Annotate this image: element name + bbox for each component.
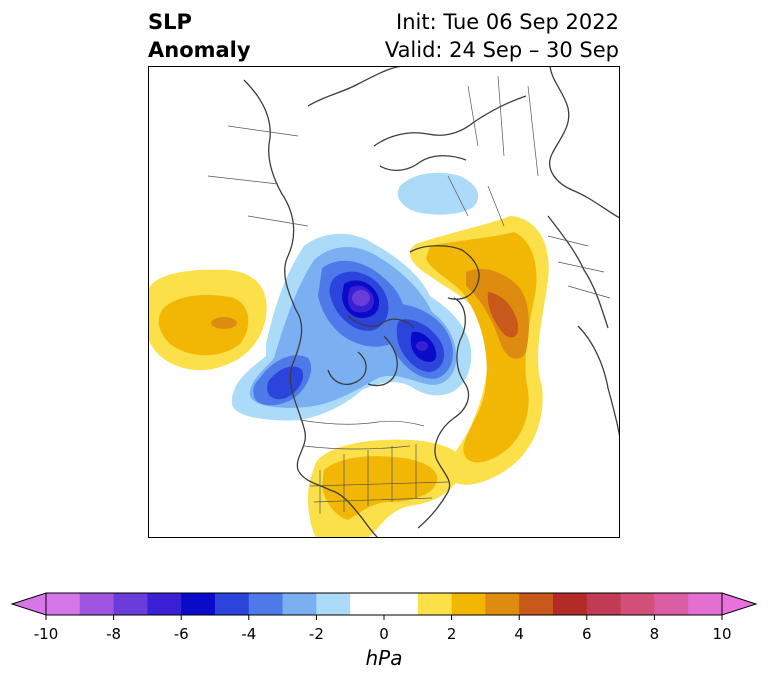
colorbar-bin (519, 593, 554, 615)
valid-range: Valid: 24 Sep – 30 Sep (384, 38, 619, 62)
map-border (148, 66, 620, 538)
colorbar-tick-label: 0 (379, 625, 389, 643)
colorbar-bin (282, 593, 317, 615)
colorbar-tick-label: -4 (241, 625, 256, 643)
colorbar-bin (350, 593, 419, 615)
colorbar-tick-label: 8 (650, 625, 660, 643)
map-title: SLP Anomaly (148, 8, 251, 64)
colorbar-tick-label: -2 (309, 625, 324, 643)
colorbar-bin (79, 593, 114, 615)
colorbar-extend-min (10, 592, 47, 616)
coastlines (243, 66, 620, 538)
colorbar-unit-label: hPa (365, 646, 403, 670)
colorbar-tick-label: 4 (514, 625, 524, 643)
colorbar: -10 -8 -6 -4 -2 0 2 4 6 8 10 (10, 592, 758, 643)
anomaly-low-kara (397, 172, 479, 215)
colorbar-tick-label: 6 (582, 625, 592, 643)
colorbar-bin (46, 593, 81, 615)
anomaly-high-atlantic (409, 216, 549, 485)
colorbar-tick-label: 10 (712, 625, 731, 643)
colorbar-bin (316, 593, 351, 615)
colorbar-tick-label: -10 (34, 625, 59, 643)
title-line-1: SLP (148, 10, 192, 34)
anomaly-high-pacific (148, 269, 267, 371)
colorbar-bin (553, 593, 588, 615)
colorbar-bin (113, 593, 148, 615)
colorbar-bin (248, 593, 283, 615)
title-line-2: Anomaly (148, 38, 251, 62)
colorbar-bin (417, 593, 452, 615)
colorbar-tick-label: 2 (447, 625, 457, 643)
colorbar-bin (451, 593, 486, 615)
colorbar-bin (181, 593, 216, 615)
colorbar-bin (654, 593, 689, 615)
colorbar-bin (688, 593, 723, 615)
colorbar-bin (215, 593, 250, 615)
forecast-dates: Init: Tue 06 Sep 2022 Valid: 24 Sep – 30… (385, 8, 619, 64)
init-date: Init: Tue 06 Sep 2022 (396, 10, 619, 34)
colorbar-bin (586, 593, 621, 615)
colorbar-bin (485, 593, 520, 615)
colorbar-bin (620, 593, 655, 615)
colorbar-tick-label: -6 (174, 625, 189, 643)
colorbar-tick-label: -8 (106, 625, 121, 643)
country-borders (207, 75, 611, 514)
slp-anomaly-map (148, 66, 620, 538)
colorbar-bin (147, 593, 182, 615)
anomaly-low-arctic (231, 233, 472, 421)
colorbar-extend-max (721, 592, 758, 616)
